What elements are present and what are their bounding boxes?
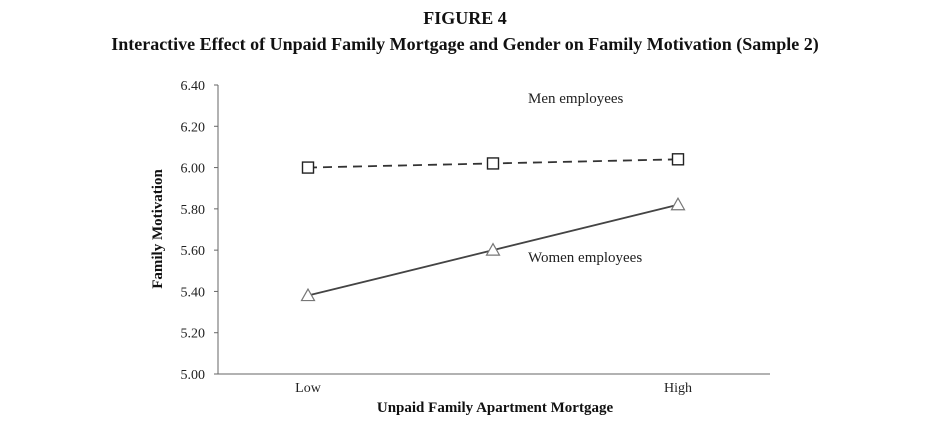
y-axis-title: Family Motivation	[150, 169, 166, 289]
series-markers	[300, 153, 686, 302]
series-label-men: Men employees	[528, 91, 624, 107]
y-tick-label: 6.20	[181, 120, 206, 135]
y-axis-ticks: 5.00 5.20 5.40 5.60 5.80 6.00 6.20 6.40	[181, 79, 218, 383]
data-point-triangle	[670, 197, 686, 211]
y-tick-label: 6.40	[181, 79, 206, 94]
y-tick-label: 5.40	[181, 285, 206, 300]
y-tick-label: 6.00	[181, 162, 206, 177]
data-point-square	[671, 153, 685, 166]
series-lines	[307, 158, 679, 297]
x-tick-label: High	[664, 381, 692, 396]
data-point-triangle	[300, 287, 316, 302]
y-tick-label: 5.80	[181, 203, 206, 218]
y-tick-label: 5.60	[181, 244, 206, 259]
y-tick-label: 5.20	[181, 327, 206, 342]
series-label-women: Women employees	[528, 250, 642, 266]
data-point-square	[486, 157, 500, 170]
x-axis-ticks: Low High	[295, 381, 692, 396]
data-point-square	[301, 161, 315, 174]
x-axis-title: Unpaid Family Apartment Mortgage	[377, 400, 614, 416]
x-tick-label: Low	[295, 381, 322, 396]
y-tick-label: 5.00	[181, 368, 206, 383]
figure-title: Interactive Effect of Unpaid Family Mort…	[111, 34, 819, 54]
data-point-triangle	[485, 242, 501, 256]
figure-label: FIGURE 4	[423, 8, 507, 28]
chart-axes	[217, 85, 770, 375]
